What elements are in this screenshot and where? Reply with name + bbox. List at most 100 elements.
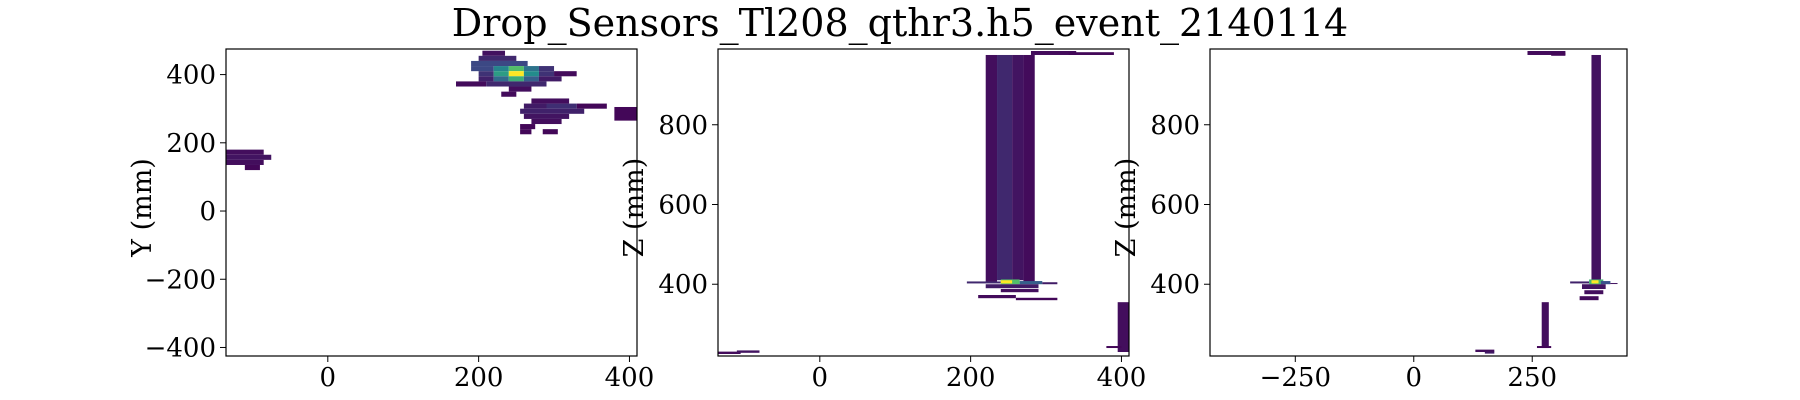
panel-3: −250 0 250 400 600 800 Z (mm)	[1111, 48, 1628, 393]
heatmap-cell	[520, 108, 585, 114]
heatmap-cell	[1591, 54, 1601, 281]
heatmap-cell	[1019, 281, 1043, 285]
heatmap-cell	[985, 54, 998, 283]
heatmap-cell	[1570, 281, 1590, 284]
y-tick-label: 600	[658, 190, 708, 220]
heatmap-cell	[523, 76, 539, 82]
heatmap-cell	[1484, 351, 1495, 354]
heatmap-cell	[966, 281, 1001, 284]
heatmap-cell	[226, 154, 272, 160]
panel-2: 0 200 400 400 600 800 Z (mm)	[619, 48, 1147, 393]
x-tick-label: 400	[1097, 363, 1147, 393]
heatmap-cell	[538, 66, 555, 72]
x-tick-label: 200	[946, 363, 996, 393]
heatmap-cell	[736, 350, 760, 353]
heatmap-cell	[523, 103, 547, 109]
heatmap-cell	[1541, 302, 1549, 349]
x-tick-label: 0	[812, 363, 829, 393]
heatmap-cell	[1591, 280, 1599, 284]
heatmap-cells	[226, 50, 637, 171]
heatmap-cell	[493, 66, 509, 72]
y-axis-label: Z (mm)	[1111, 158, 1142, 258]
heatmap-cell	[1527, 50, 1566, 55]
heatmap-cell	[538, 76, 562, 82]
y-tick-label: 0	[199, 197, 216, 227]
heatmap-cell	[226, 159, 264, 165]
y-tick-label: 600	[1150, 190, 1200, 220]
heatmap-cell	[1042, 282, 1058, 285]
x-tick-label: 0	[1405, 363, 1422, 393]
y-tick-label: 400	[658, 270, 708, 300]
heatmap-cell	[478, 76, 494, 82]
heatmap-cell	[508, 76, 524, 82]
heatmap-cell	[501, 91, 517, 97]
figure-title: Drop_Sensors_Tl208_qthr3.h5_event_214011…	[451, 1, 1349, 45]
heatmap-cell	[520, 129, 532, 135]
heatmap-cell	[1068, 52, 1114, 55]
heatmap-cell	[997, 54, 1013, 281]
heatmap-cell	[456, 81, 487, 87]
heatmap-cell	[1610, 283, 1618, 285]
heatmap-cell	[614, 106, 637, 121]
heatmap-cell	[226, 149, 264, 155]
heatmap-cell	[978, 294, 1016, 299]
heatmap-cells	[1475, 50, 1618, 354]
heatmap-cell	[985, 284, 1039, 289]
heatmap-cell	[1551, 52, 1566, 56]
x-tick-label: 250	[1507, 363, 1557, 393]
heatmap-cell	[1581, 284, 1606, 290]
heatmap-cell	[244, 164, 260, 171]
x-tick-label: 200	[454, 363, 504, 393]
heatmap-cell	[1536, 346, 1552, 349]
y-tick-label: −200	[145, 265, 216, 295]
heatmap-cell	[471, 60, 528, 67]
heatmap-cell	[508, 71, 524, 77]
heatmap-cell	[1600, 281, 1611, 285]
heatmap-cell	[1584, 290, 1604, 295]
axes-frame	[1209, 48, 1628, 357]
heatmap-cell	[471, 66, 494, 72]
heatmap-cell	[523, 113, 570, 119]
heatmap-cell	[1012, 54, 1024, 281]
heatmap-cell	[576, 103, 607, 109]
heatmap-cell	[1106, 346, 1122, 349]
heatmap-cell	[508, 66, 524, 72]
heatmap-cell	[538, 71, 555, 77]
axes-frame	[717, 48, 1130, 357]
heatmap-cell	[1000, 280, 1013, 284]
y-tick-label: 800	[658, 111, 708, 141]
y-tick-label: 800	[1150, 111, 1200, 141]
heatmap-cell	[1579, 296, 1599, 301]
heatmap-cell	[520, 124, 536, 130]
heatmap-cell	[531, 98, 570, 104]
heatmap-cell	[554, 71, 577, 77]
heatmap-cell	[523, 66, 539, 72]
heatmap-cell	[478, 71, 494, 77]
axes-frame	[225, 48, 638, 357]
y-axis-label: Y (mm)	[127, 158, 158, 258]
heatmap-cell	[531, 118, 562, 125]
heatmap-cell	[486, 81, 547, 87]
heatmap-cell	[482, 50, 506, 56]
heatmap-cell	[542, 129, 558, 135]
y-tick-label: 400	[1150, 270, 1200, 300]
heatmap-cells	[718, 50, 1129, 355]
x-tick-label: 0	[320, 363, 337, 393]
heatmap-cell	[546, 103, 577, 109]
y-tick-label: −400	[145, 333, 216, 363]
heatmap-cell	[493, 76, 509, 82]
heatmap-cell	[1117, 302, 1129, 353]
heatmap-cell	[523, 71, 539, 77]
x-tick-label: −250	[1260, 363, 1331, 393]
y-axis-label: Z (mm)	[619, 158, 650, 258]
y-tick-label: 400	[166, 61, 216, 91]
panel-1: 0 200 400 −400 −200 0 200 400 Y (mm)	[127, 48, 654, 393]
heatmap-cell	[718, 351, 741, 355]
heatmap-cell	[1015, 297, 1058, 301]
heatmap-cell	[508, 86, 532, 92]
heatmap-cell	[1023, 54, 1035, 283]
heatmap-cell	[1475, 349, 1495, 353]
heatmap-cell	[478, 55, 517, 61]
